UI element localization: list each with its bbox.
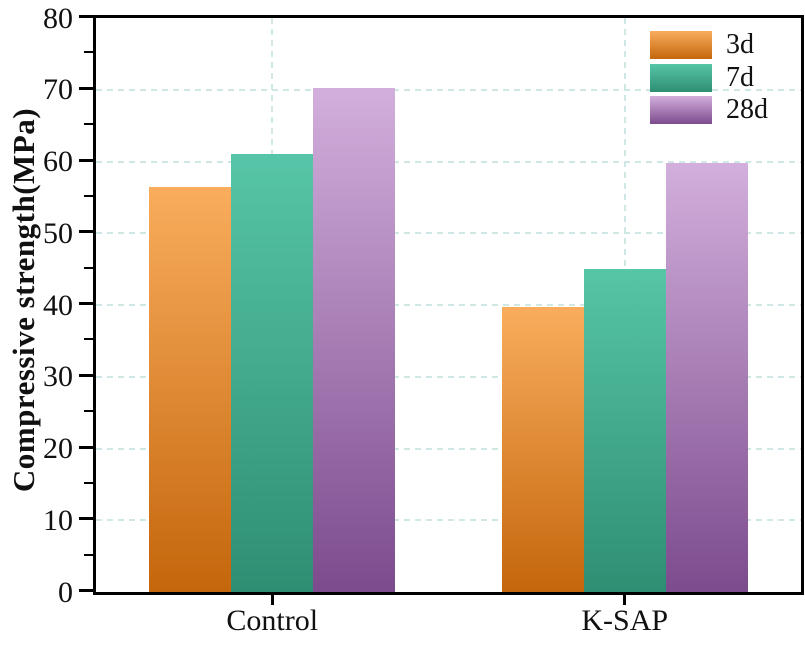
y-axis-tick-label: 60 [43,145,73,178]
legend-swatch-3d [650,31,712,59]
y-gridline [96,447,801,450]
y-axis-major-tick [79,86,93,90]
y-axis-major-tick [79,230,93,234]
x-axis-tick [270,592,274,605]
y-axis-major-tick [79,589,93,592]
bar-3d-k-sap [501,307,584,592]
y-axis-minor-tick [84,51,93,54]
y-axis-tick-label: 10 [43,503,73,537]
y-axis-tick-label: 40 [43,288,73,322]
y-axis-minor-tick [84,410,93,413]
y-axis-tick-label: 80 [43,1,73,35]
y-axis-major-tick [79,517,93,521]
legend-row: 3d [650,29,790,60]
legend-row: 7d [650,61,790,93]
y-axis-major-tick [79,158,93,162]
y-axis-major-tick [79,15,93,18]
bar-7d-control [231,154,314,592]
y-gridline [96,232,801,235]
y-gridline [96,519,801,522]
y-axis-tick-label: 30 [43,360,73,394]
bar-28d-control [313,88,396,592]
legend-row: 28d [650,94,790,125]
legend-label: 7d [726,61,754,93]
bar-3d-control [149,186,232,592]
y-axis-minor-tick [84,481,93,484]
x-axis-category-label: K-SAP [581,604,669,637]
y-axis-minor-tick [84,338,93,341]
y-gridline [96,375,801,378]
y-axis-tick-label: 50 [43,216,73,250]
legend-swatch-7d [650,63,712,92]
legend-label: 3d [726,29,754,60]
y-gridline [96,160,801,163]
y-axis-major-tick [79,373,93,377]
y-axis-major-tick [79,302,93,305]
y-gridline [96,88,801,91]
y-axis-tick-label: 0 [58,575,73,609]
bar-28d-k-sap [665,162,748,592]
y-axis-minor-tick [84,123,93,126]
y-axis-minor-tick [84,194,93,197]
x-axis-tick [623,592,627,605]
legend-swatch-28d [650,96,712,124]
bar-7d-k-sap [583,269,666,592]
y-axis-minor-tick [84,553,93,556]
y-axis-tick-label: 70 [43,73,73,107]
legend-label: 28d [726,94,768,125]
y-axis-tick-label: 20 [43,432,73,465]
x-axis-category-label: Control [226,604,319,637]
y-gridline [96,304,801,306]
y-axis-minor-tick [84,266,93,269]
y-axis-major-tick [79,445,93,449]
